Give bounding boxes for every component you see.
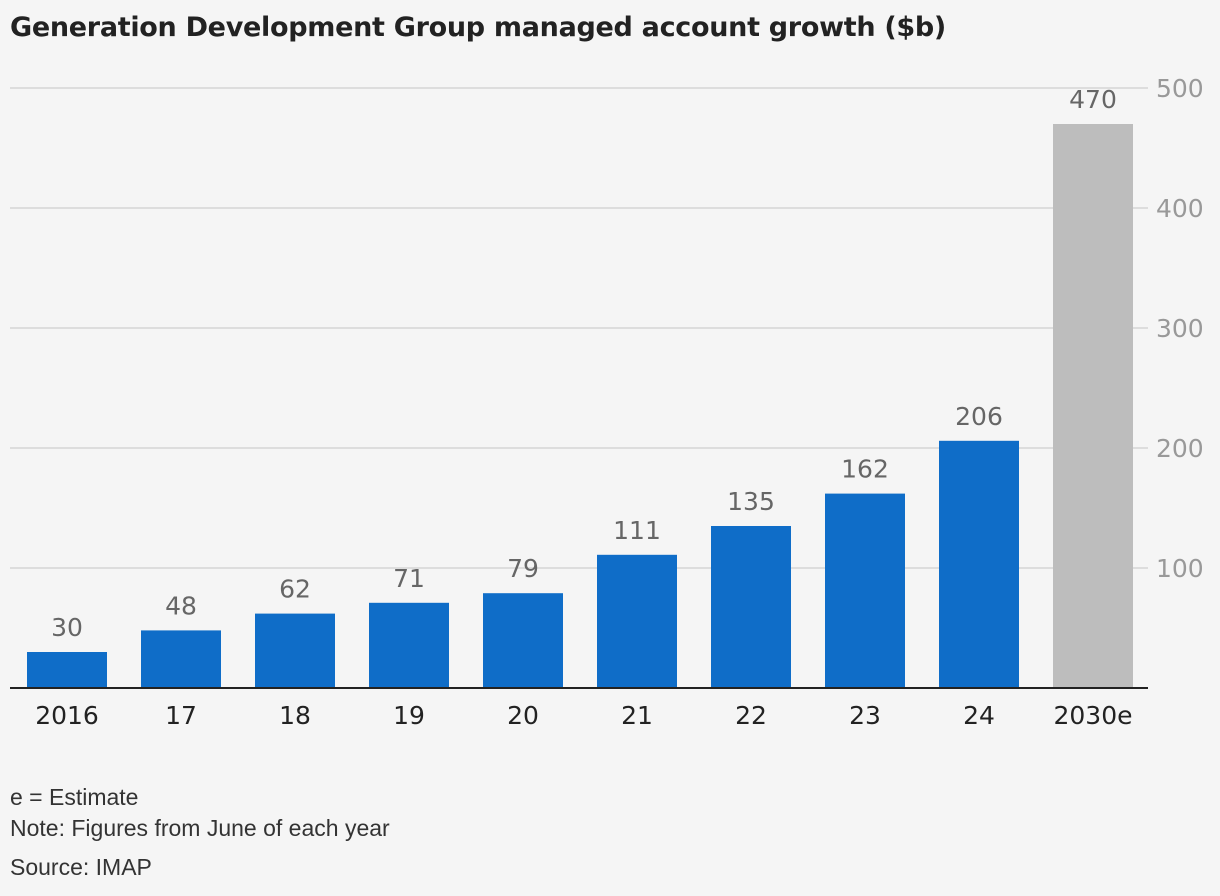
y-tick-labels: 100 200 300 400 500 xyxy=(1156,74,1204,583)
footnotes: e = Estimate Note: Figures from June of … xyxy=(10,782,390,882)
bar-19 xyxy=(369,602,449,688)
x-tick-label-19: 19 xyxy=(393,701,425,730)
data-label-19: 71 xyxy=(393,564,425,593)
x-tick-label-20: 20 xyxy=(507,701,539,730)
bar-17 xyxy=(141,630,221,688)
data-label-2030e: 470 xyxy=(1069,85,1117,114)
bar-22 xyxy=(711,526,791,688)
data-label-21: 111 xyxy=(613,516,661,545)
bar-21 xyxy=(597,554,677,688)
bar-18 xyxy=(255,613,335,688)
data-label-20: 79 xyxy=(507,554,539,583)
estimate-note: e = Estimate xyxy=(10,784,139,810)
y-tick-label: 500 xyxy=(1156,74,1204,103)
y-tick-label: 300 xyxy=(1156,314,1204,343)
chart-title: Generation Development Group managed acc… xyxy=(10,12,946,43)
data-labels: 30 48 62 71 79 111 135 162 206 470 xyxy=(51,85,1117,642)
x-tick-label-2030e: 2030e xyxy=(1053,701,1132,730)
source-note: Source: IMAP xyxy=(10,854,152,880)
x-tick-labels: 2016 17 18 19 20 21 22 23 24 2030e xyxy=(35,701,1132,730)
x-tick-label-23: 23 xyxy=(849,701,881,730)
x-tick-label-17: 17 xyxy=(165,701,197,730)
bar-20 xyxy=(483,593,563,688)
x-tick-label-22: 22 xyxy=(735,701,767,730)
y-tick-label: 200 xyxy=(1156,434,1204,463)
data-label-22: 135 xyxy=(727,487,775,516)
data-label-18: 62 xyxy=(279,575,311,604)
bar-2030e xyxy=(1053,124,1133,688)
x-tick-label-24: 24 xyxy=(963,701,995,730)
data-note: Note: Figures from June of each year xyxy=(10,815,390,841)
data-label-17: 48 xyxy=(165,591,197,620)
x-tick-label-2016: 2016 xyxy=(35,701,99,730)
bar-24 xyxy=(939,440,1019,688)
bar-2016 xyxy=(27,652,107,688)
x-tick-label-18: 18 xyxy=(279,701,311,730)
bar-23 xyxy=(825,493,905,688)
bar-chart: 100 200 300 400 500 30 48 62 71 79 111 135 162 206 47… xyxy=(10,74,1204,730)
bars xyxy=(27,124,1133,688)
y-tick-label: 400 xyxy=(1156,194,1204,223)
data-label-23: 162 xyxy=(841,455,889,484)
data-label-2016: 30 xyxy=(51,613,83,642)
x-tick-label-21: 21 xyxy=(621,701,653,730)
y-tick-label: 100 xyxy=(1156,554,1204,583)
data-label-24: 206 xyxy=(955,402,1003,431)
